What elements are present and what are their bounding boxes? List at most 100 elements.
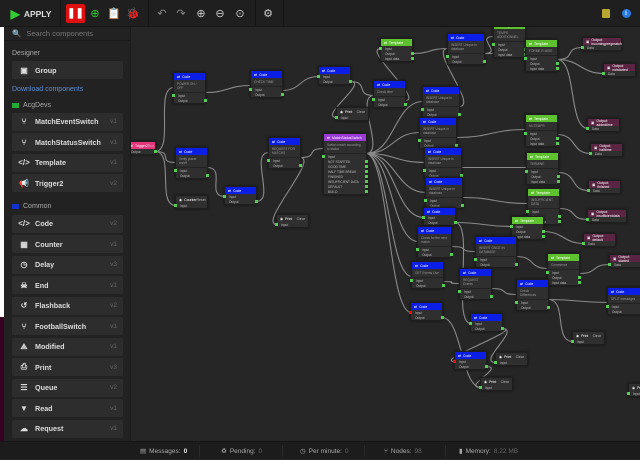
component-queue[interactable]: ☰ Queue v2 bbox=[12, 378, 123, 397]
flow-canvas[interactable]: ⇄ Code POWER ON / OFF Input Output ⇄ Code CHECK… bbox=[131, 27, 640, 441]
port[interactable]: Input bbox=[526, 209, 559, 214]
component-footballswitch[interactable]: ⑂ FootballSwitch v1 bbox=[12, 317, 123, 335]
component-matchstatusswitch[interactable]: ⑂ MatchStatusSwitch v1 bbox=[12, 133, 123, 151]
node-action-button[interactable]: Clear bbox=[515, 354, 524, 359]
bug-icon[interactable]: 🐞 bbox=[126, 8, 140, 20]
port[interactable]: Data bbox=[587, 188, 620, 193]
code-node[interactable]: ⇄ Code Check for the next match Input Output bbox=[416, 226, 453, 258]
port[interactable]: Input data bbox=[494, 52, 527, 57]
component-request[interactable]: ☁ Request v1 bbox=[12, 419, 123, 438]
template-node[interactable]: ⇄ Template Input Output Input data bbox=[379, 38, 414, 62]
port[interactable]: Input bbox=[515, 300, 548, 305]
port[interactable]: Input bbox=[492, 42, 525, 47]
component-matcheventswitch[interactable]: ⑂ MatchEventSwitch v1 bbox=[12, 112, 123, 131]
node-action-button[interactable]: Reset bbox=[196, 197, 206, 202]
apply-button[interactable]: ▶ APPLY bbox=[10, 6, 52, 21]
port[interactable]: Input bbox=[418, 138, 456, 143]
port[interactable]: NOT STARTED bbox=[324, 159, 368, 164]
component-trigger2[interactable]: 📢 Trigger2 v2 bbox=[12, 174, 123, 192]
template-node[interactable]: ⇄ Template Commence Input Output Input data bbox=[546, 253, 581, 286]
port[interactable]: Input bbox=[571, 339, 604, 344]
output-node[interactable]: ▣ Output: addedtime Data bbox=[586, 118, 620, 132]
port[interactable]: Output bbox=[608, 309, 640, 314]
print-node[interactable]: ◉PrintInput bbox=[627, 383, 640, 397]
output-node[interactable]: ▣ Output: incomingpregmatch Data bbox=[581, 37, 622, 51]
port[interactable]: Output bbox=[526, 61, 559, 66]
port[interactable]: Output bbox=[131, 149, 157, 154]
code-node[interactable]: ⇄ Code INSERT Unique in database Input Outpu… bbox=[423, 147, 463, 179]
port[interactable]: Output bbox=[319, 79, 352, 84]
port[interactable]: Data bbox=[581, 45, 621, 50]
port[interactable]: Output bbox=[420, 143, 458, 148]
component-print[interactable]: ⎙ Print v3 bbox=[12, 358, 123, 376]
port[interactable]: HALF TIME BREAK bbox=[324, 169, 368, 174]
undo-icon[interactable]: ↶ bbox=[157, 8, 167, 20]
print-node[interactable]: ◉ Print Clear Input bbox=[479, 377, 513, 391]
port[interactable]: Data bbox=[589, 151, 622, 156]
port[interactable]: Input data bbox=[527, 179, 560, 184]
port[interactable]: Input bbox=[267, 158, 300, 163]
port[interactable]: Output bbox=[381, 51, 414, 56]
trigger2-node[interactable]: ⇄ Trigger2 Run Output bbox=[131, 141, 157, 155]
port[interactable]: Input bbox=[275, 222, 308, 227]
port[interactable]: Input data bbox=[512, 234, 545, 239]
port[interactable]: Output bbox=[423, 112, 461, 117]
template-node[interactable]: ⇄ Template MI-TEMPS Input Output Input data bbox=[524, 114, 559, 147]
code-node[interactable]: ⇄ Code Check time Input Output bbox=[372, 80, 407, 108]
component-code[interactable]: </> Code v2 bbox=[12, 214, 123, 233]
port[interactable]: Output bbox=[251, 92, 284, 97]
port[interactable]: Output bbox=[269, 163, 302, 168]
group-common[interactable]: Common bbox=[4, 195, 130, 215]
port[interactable]: Input bbox=[524, 131, 557, 136]
info-icon[interactable]: i bbox=[620, 0, 632, 27]
port[interactable]: Input data bbox=[526, 141, 559, 146]
template-node[interactable]: ⇄ Template FORME R MISE Input Output Input da… bbox=[524, 39, 559, 72]
port[interactable]: Input data bbox=[526, 66, 559, 71]
group-acgdevs[interactable]: AcgDevs bbox=[4, 98, 130, 113]
code-node[interactable]: ⇄ Code SPLIT messages Input Output bbox=[606, 287, 640, 315]
port[interactable]: Output bbox=[471, 326, 504, 331]
port[interactable]: BUILD bbox=[324, 189, 368, 194]
gear-icon[interactable]: ⚙ bbox=[263, 8, 273, 20]
port[interactable]: Data bbox=[608, 262, 640, 267]
port[interactable]: Input bbox=[510, 224, 543, 229]
node-action-button[interactable]: Run bbox=[147, 143, 155, 148]
port[interactable]: Input bbox=[524, 56, 557, 61]
port[interactable]: Input bbox=[174, 203, 207, 208]
port[interactable]: Input bbox=[606, 304, 640, 309]
code-node[interactable]: ⇄ Code INSERT ONCE IN DATABASE Input Output bbox=[474, 236, 518, 268]
output-node[interactable]: ▣ Output: started Data bbox=[608, 254, 640, 268]
code-node[interactable]: ⇄ Code Input Output bbox=[317, 66, 352, 85]
port[interactable]: Input bbox=[453, 359, 486, 364]
code-node[interactable]: ⇄ Code Input Output bbox=[409, 302, 444, 321]
port[interactable]: Output bbox=[512, 229, 545, 234]
port[interactable]: Input data bbox=[381, 56, 414, 61]
port[interactable]: Input bbox=[446, 54, 484, 59]
code-node[interactable]: ⇄ Code Input Output bbox=[453, 351, 488, 370]
output-node[interactable]: ▣ Output: finished Data bbox=[587, 180, 621, 194]
port[interactable]: Input bbox=[546, 270, 579, 275]
port[interactable]: Data bbox=[582, 241, 615, 246]
node-action-button[interactable]: Clear bbox=[592, 333, 601, 338]
code-node[interactable]: ⇄ Code REQUEST FOR MATCHS Input Output bbox=[267, 137, 302, 169]
matchstatusswitch-node[interactable]: ⇄ MatchStatusSwitch Switch match according… bbox=[322, 133, 368, 195]
port[interactable]: GOOD TIME bbox=[324, 164, 368, 169]
port[interactable]: Input bbox=[223, 194, 256, 199]
zoom-out-icon[interactable]: ⊖ bbox=[215, 8, 225, 20]
code-node[interactable]: ⇄ Code INSERT Unique in database Input Outpu… bbox=[421, 86, 461, 118]
template-node[interactable]: ⇄TemplateTEMPS ADDITIONNELInputOutputInp… bbox=[492, 27, 527, 58]
redo-icon[interactable]: ↷ bbox=[176, 8, 186, 20]
port[interactable]: Output bbox=[527, 174, 560, 179]
port[interactable]: Output bbox=[424, 220, 457, 225]
port[interactable]: Output bbox=[476, 262, 518, 267]
port[interactable]: Input bbox=[422, 215, 455, 220]
port[interactable]: Input bbox=[494, 360, 527, 365]
output-node[interactable]: ▣ Output: halftime Data bbox=[589, 143, 623, 157]
node-action-button[interactable]: Clear bbox=[356, 109, 365, 114]
port[interactable]: Output bbox=[548, 275, 581, 280]
component-delay[interactable]: ◷ Delay v3 bbox=[12, 255, 123, 274]
code-node[interactable]: ⇄ Code Input Output bbox=[223, 186, 258, 205]
pause-button[interactable]: ❚❚ bbox=[66, 4, 85, 23]
group-button[interactable]: ▣ Group bbox=[12, 61, 123, 79]
port[interactable]: Input bbox=[409, 310, 442, 315]
